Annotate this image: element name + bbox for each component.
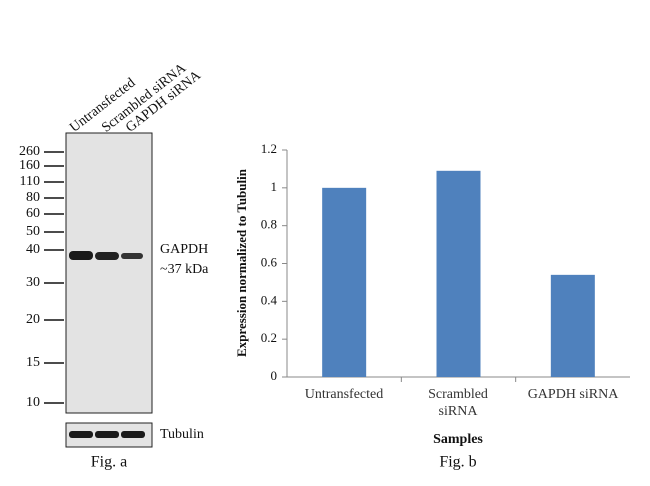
band xyxy=(95,431,119,438)
marker-label: 60 xyxy=(26,206,40,221)
band xyxy=(69,431,93,438)
marker-label: 30 xyxy=(26,275,40,290)
band xyxy=(69,251,93,260)
x-tick-label: Untransfected xyxy=(304,387,384,402)
y-tick-label: 0.6 xyxy=(261,254,278,269)
y-tick-label: 0.4 xyxy=(261,292,278,307)
marker-label: 110 xyxy=(20,174,40,189)
bar xyxy=(550,274,595,377)
caption: Fig. b xyxy=(439,454,476,471)
marker-label: 50 xyxy=(26,224,40,239)
y-tick-label: 1 xyxy=(271,179,278,194)
y-axis-label: Expression normalized to Tubulin xyxy=(234,168,249,357)
y-tick-label: 0 xyxy=(271,368,278,383)
band-label: GAPDH xyxy=(160,242,208,257)
bar xyxy=(322,187,367,377)
band xyxy=(121,431,145,438)
y-tick-label: 0.8 xyxy=(261,217,277,232)
y-tick-label: 0.2 xyxy=(261,330,277,345)
x-axis-label: Samples xyxy=(433,432,483,447)
marker-label: 40 xyxy=(26,242,40,257)
marker-label: 80 xyxy=(26,190,40,205)
marker-label: 20 xyxy=(26,312,40,327)
blot-membrane xyxy=(65,132,153,414)
bar xyxy=(436,170,481,377)
y-tick-label: 1.2 xyxy=(261,141,277,156)
loading-control: Tubulin xyxy=(160,427,204,442)
tubulin-bands xyxy=(69,431,145,438)
marker-label: 160 xyxy=(19,158,40,173)
band-size: ~37 kDa xyxy=(160,262,209,277)
caption: Fig. a xyxy=(91,454,127,471)
band xyxy=(121,253,143,259)
marker-label: 15 xyxy=(26,355,40,370)
x-tick-label: Scrambled siRNA xyxy=(428,387,488,419)
marker-label: 260 xyxy=(19,144,40,159)
band xyxy=(95,252,119,260)
gapdh-bands xyxy=(69,251,143,260)
marker-label: 10 xyxy=(26,395,40,410)
x-tick-label: GAPDH siRNA xyxy=(527,387,619,402)
